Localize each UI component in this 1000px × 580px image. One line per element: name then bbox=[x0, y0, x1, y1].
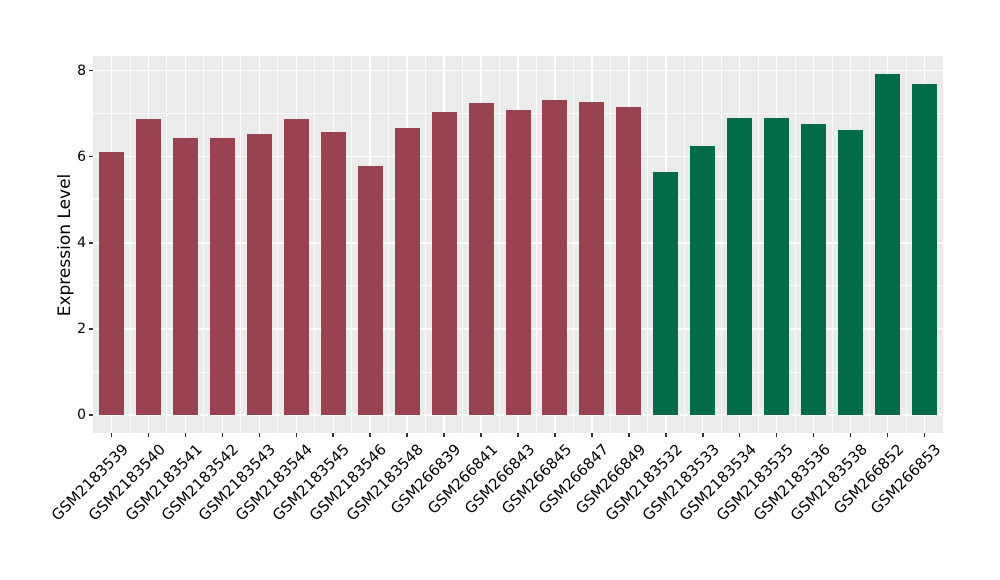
x-tick-mark bbox=[332, 433, 334, 437]
x-tick-mark bbox=[517, 433, 519, 437]
x-tick-mark bbox=[775, 433, 778, 437]
gridline-minor-vertical bbox=[831, 56, 833, 433]
gridline-minor-vertical bbox=[794, 56, 796, 433]
gridline-minor-vertical bbox=[166, 56, 168, 433]
y-tick-label: 0 bbox=[77, 407, 86, 423]
gridline-minor-vertical bbox=[388, 56, 390, 433]
x-tick-mark bbox=[443, 433, 445, 437]
bar-GSM266845 bbox=[542, 100, 568, 415]
x-tick-mark bbox=[738, 433, 741, 437]
gridline-minor-vertical bbox=[203, 56, 205, 433]
x-tick-mark bbox=[628, 433, 630, 437]
bar-GSM2183539 bbox=[98, 152, 124, 415]
y-tick-label: 4 bbox=[77, 234, 86, 251]
x-tick-mark bbox=[812, 433, 815, 437]
gridline-minor-vertical bbox=[757, 56, 759, 433]
bar-GSM266847 bbox=[579, 102, 605, 415]
x-tick-mark bbox=[147, 433, 150, 437]
bar-GSM2183533 bbox=[690, 146, 716, 415]
gridline-minor-vertical bbox=[425, 56, 427, 433]
y-tick-mark bbox=[88, 328, 93, 330]
y-tick-mark bbox=[88, 414, 93, 416]
gridline-minor-vertical bbox=[129, 56, 131, 433]
y-tick-mark bbox=[88, 242, 93, 244]
bar-GSM266849 bbox=[616, 107, 642, 415]
x-tick-mark bbox=[406, 433, 408, 437]
bar-GSM266841 bbox=[468, 102, 494, 415]
bar-GSM2183536 bbox=[801, 123, 827, 415]
x-tick-mark bbox=[369, 433, 371, 437]
bar-GSM2183548 bbox=[394, 127, 420, 415]
x-tick-mark bbox=[923, 433, 926, 437]
bar-GSM2183545 bbox=[320, 131, 346, 415]
gridline-minor-vertical bbox=[683, 56, 685, 433]
x-tick-mark bbox=[591, 433, 593, 437]
bar-GSM266852 bbox=[875, 74, 901, 415]
gridline-minor-vertical bbox=[609, 56, 611, 433]
y-tick-label: 6 bbox=[77, 148, 86, 165]
bar-GSM2183540 bbox=[135, 119, 161, 415]
bar-GSM2183544 bbox=[283, 119, 309, 415]
bar-GSM2183541 bbox=[172, 138, 198, 415]
bar-GSM2183546 bbox=[357, 166, 383, 415]
x-tick-mark bbox=[258, 433, 261, 437]
gridline-minor-vertical bbox=[572, 56, 574, 433]
gridline-minor-vertical bbox=[868, 56, 870, 433]
x-tick-mark bbox=[295, 433, 297, 437]
x-tick-mark bbox=[110, 433, 113, 437]
bar-GSM2183543 bbox=[246, 133, 272, 415]
x-tick-mark bbox=[554, 433, 556, 437]
gridline-minor-vertical bbox=[720, 56, 722, 433]
x-tick-mark bbox=[702, 433, 704, 437]
y-axis-title: Expression Level bbox=[55, 173, 75, 317]
y-tick-label: 2 bbox=[77, 320, 86, 337]
y-tick-mark bbox=[88, 69, 93, 72]
bar-GSM266839 bbox=[431, 112, 457, 415]
x-tick-mark bbox=[221, 433, 224, 437]
gridline-minor-vertical bbox=[905, 56, 907, 433]
plot-panel bbox=[93, 56, 943, 433]
bar-GSM2183532 bbox=[653, 172, 679, 415]
bar-GSM266843 bbox=[505, 109, 531, 415]
x-tick-mark bbox=[665, 433, 667, 437]
bar-GSM2183542 bbox=[209, 138, 235, 415]
gridline-minor-vertical bbox=[646, 56, 648, 433]
gridline-minor-vertical bbox=[314, 56, 316, 433]
bar-GSM2183534 bbox=[727, 118, 753, 415]
gridline-minor-vertical bbox=[499, 56, 500, 433]
x-tick-mark bbox=[184, 433, 187, 437]
x-tick-mark bbox=[849, 433, 852, 437]
bar-GSM2183535 bbox=[764, 118, 790, 415]
bar-GSM266853 bbox=[912, 83, 938, 415]
bar-GSM2183538 bbox=[838, 129, 864, 415]
y-tick-mark bbox=[88, 155, 93, 158]
gridline-minor-vertical bbox=[536, 56, 537, 433]
gridline-minor-vertical bbox=[351, 56, 353, 433]
y-tick-label: 8 bbox=[77, 62, 86, 79]
gridline-minor-vertical bbox=[462, 56, 463, 433]
gridline-minor-vertical bbox=[240, 56, 242, 433]
x-tick-mark bbox=[886, 433, 889, 437]
gridline-minor-vertical bbox=[277, 56, 279, 433]
x-tick-mark bbox=[480, 433, 482, 437]
